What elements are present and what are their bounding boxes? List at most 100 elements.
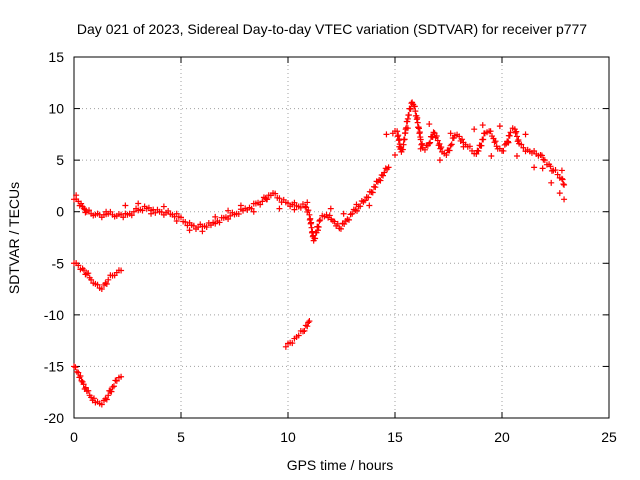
data-point-main-track [380,172,387,179]
y-tick-label: 15 [48,49,64,65]
data-point-main-track-spread [122,202,129,209]
data-point-main-track [362,197,369,204]
data-point-main-track-spread [135,200,142,207]
data-point-main-track [307,215,314,222]
data-point-afternoon-spread [561,196,568,203]
data-point-main-track [190,222,197,229]
data-point-afternoon-track [438,144,445,151]
data-point-main-track [369,189,376,196]
data-point-afternoon-track [426,140,433,147]
data-point-main-track-spread [291,206,298,213]
y-tick-label: 5 [56,152,64,168]
data-point-afternoon-track [419,140,426,147]
data-point-afternoon-track [417,136,424,143]
data-point-main-track [308,224,315,231]
data-point-main-track [227,212,234,219]
data-point-main-track [291,199,298,206]
data-point-main-track [165,207,172,214]
data-point-main-track-spread [276,205,283,212]
data-point-main-track [326,212,333,219]
data-point-main-track [331,218,338,225]
data-point-afternoon-track [407,105,414,112]
data-point-lower-arc-5 [103,280,110,287]
y-tick-label: 0 [56,204,64,220]
chart-title: Day 021 of 2023, Sidereal Day-to-day VTE… [77,21,587,37]
data-point-main-track-spread [173,217,180,224]
x-tick-label: 15 [387,429,403,445]
y-tick-label: 10 [48,101,64,117]
data-point-main-track-spread [212,213,219,220]
data-point-afternoon-track [560,181,567,188]
data-point-main-track [128,212,135,219]
data-point-afternoon-spread [471,126,478,133]
data-point-afternoon-track [456,133,463,140]
data-point-afternoon-track [430,129,437,136]
data-point-lower-arc-5 [98,285,105,292]
data-point-afternoon-spread [436,157,443,164]
data-point-afternoon-track [515,136,522,143]
data-point-afternoon-spread [522,131,529,138]
data-point-lower-arc-5 [85,270,92,277]
data-point-main-track [354,207,361,214]
data-point-afternoon-track [421,146,428,153]
data-point-lower-arc-15 [85,387,92,394]
data-point-afternoon-spread [496,123,503,130]
data-point-lower-arc-15 [71,363,77,370]
axis-ticks: 0 5 10 15 20 25 15 10 5 0 -5 -10 -15 -20 [44,49,617,445]
data-point-main-track [316,218,323,225]
data-point-afternoon-spread [513,153,520,160]
y-tick-label: -20 [44,410,64,426]
data-point-ten-hour-segment [301,327,308,334]
data-point-main-track [381,169,388,176]
data-point-main-track [248,205,255,212]
data-point-main-track [309,228,316,235]
y-tick-label: -5 [52,255,65,271]
data-point-afternoon-spread [531,164,538,171]
data-point-main-track [385,164,392,171]
data-point-main-track [349,210,356,217]
data-point-lower-arc-15 [90,395,97,402]
data-point-main-track [306,211,313,218]
data-point-afternoon-track [552,167,559,174]
data-point-lower-arc-15 [75,369,82,376]
data-point-lower-arc-5 [105,276,112,283]
plot-frame [73,56,610,419]
data-point-ten-hour-segment [306,318,313,325]
data-point-main-track-spread [103,208,110,215]
data-point-main-track [337,225,344,232]
data-point-ten-hour-segment [295,332,302,339]
data-point-afternoon-track [446,147,453,154]
data-point-ten-hour-segment [304,323,311,330]
data-point-ten-hour-segment [289,340,296,347]
data-point-lower-arc-15 [103,396,110,403]
data-point-lower-arc-15 [77,373,84,380]
data-point-afternoon-track [395,132,402,139]
x-tick-label: 20 [494,429,510,445]
data-point-lower-arc-15 [105,392,112,399]
data-point-afternoon-spread [426,121,433,128]
data-point-afternoon-track [492,138,499,145]
data-point-afternoon-track [538,152,545,159]
data-point-main-track [308,219,315,226]
data-point-afternoon-track [401,136,408,143]
data-point-main-track-spread [327,205,334,212]
data-point-main-track [259,198,266,205]
data-point-main-track [341,221,348,228]
data-point-main-track-spread [199,228,206,235]
data-point-afternoon-track [559,176,566,183]
data-point-afternoon-track [480,136,487,143]
data-point-main-track [376,176,383,183]
data-point-afternoon-track [478,142,485,149]
data-point-main-track-spread [314,227,321,234]
data-point-main-track-spread [81,206,88,213]
data-point-main-track-spread [73,192,80,199]
data-point-afternoon-spread [539,165,546,172]
data-point-main-track-spread [250,208,257,215]
x-tick-label: 0 [70,429,78,445]
data-point-main-track [178,214,184,221]
data-point-afternoon-track [541,157,548,164]
data-point-main-track [257,201,264,208]
data-point-afternoon-track [561,181,568,188]
data-point-main-track [276,195,283,202]
